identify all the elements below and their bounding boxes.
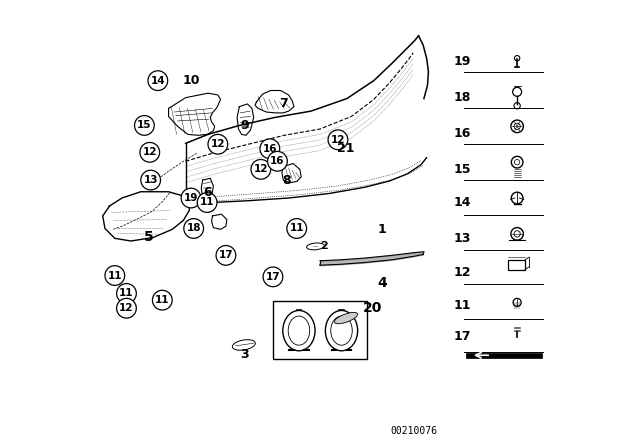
Circle shape	[152, 290, 172, 310]
Text: 7: 7	[279, 97, 287, 111]
Text: 14: 14	[150, 76, 165, 86]
Text: 3: 3	[241, 348, 249, 362]
Text: 1: 1	[378, 223, 386, 236]
Text: 12: 12	[331, 135, 345, 145]
Circle shape	[251, 159, 271, 179]
Circle shape	[268, 151, 287, 171]
Circle shape	[140, 142, 159, 162]
Text: 16: 16	[262, 144, 277, 154]
Text: 16: 16	[454, 127, 472, 140]
Text: 18: 18	[454, 91, 472, 104]
Text: 12: 12	[253, 164, 268, 174]
Circle shape	[141, 170, 161, 190]
Text: 12: 12	[119, 303, 134, 313]
Text: 00210076: 00210076	[390, 426, 438, 436]
Text: 11: 11	[108, 271, 122, 280]
Ellipse shape	[334, 312, 358, 324]
Circle shape	[263, 267, 283, 287]
Text: 11: 11	[289, 224, 304, 233]
Text: 11: 11	[155, 295, 170, 305]
Circle shape	[287, 219, 307, 238]
Circle shape	[116, 298, 136, 318]
Circle shape	[184, 219, 204, 238]
Text: 18: 18	[186, 224, 201, 233]
Text: 19: 19	[184, 193, 198, 203]
Text: 2: 2	[320, 241, 328, 250]
Bar	[466, 353, 541, 358]
Text: 12: 12	[143, 147, 157, 157]
Text: 16: 16	[270, 156, 285, 166]
Text: 19: 19	[454, 55, 472, 69]
Circle shape	[208, 134, 228, 154]
Text: 8: 8	[282, 173, 291, 187]
Circle shape	[328, 130, 348, 150]
Text: 13: 13	[454, 232, 472, 245]
Circle shape	[197, 193, 217, 212]
Text: 17: 17	[454, 330, 472, 344]
Circle shape	[105, 266, 125, 285]
Circle shape	[216, 246, 236, 265]
Text: 17: 17	[219, 250, 233, 260]
Text: 17: 17	[266, 272, 280, 282]
Circle shape	[116, 284, 136, 303]
Text: 9: 9	[241, 119, 249, 132]
Circle shape	[181, 188, 201, 208]
Circle shape	[134, 116, 154, 135]
Text: 14: 14	[454, 196, 472, 209]
Text: 12: 12	[454, 266, 472, 279]
Text: 12: 12	[211, 139, 225, 149]
Text: 21: 21	[337, 142, 355, 155]
Circle shape	[260, 139, 280, 159]
Text: 11: 11	[200, 198, 214, 207]
Text: 11: 11	[454, 299, 472, 312]
Bar	[273, 301, 367, 359]
Text: 4: 4	[377, 276, 387, 290]
Text: 5: 5	[144, 230, 154, 245]
Text: 13: 13	[143, 175, 158, 185]
Text: 6: 6	[203, 186, 211, 199]
Text: 11: 11	[119, 289, 134, 298]
Circle shape	[148, 71, 168, 90]
Text: 15: 15	[454, 163, 472, 176]
Text: 10: 10	[182, 74, 200, 87]
Text: —: —	[313, 244, 318, 249]
Text: 15: 15	[137, 121, 152, 130]
Text: 20: 20	[363, 301, 383, 315]
